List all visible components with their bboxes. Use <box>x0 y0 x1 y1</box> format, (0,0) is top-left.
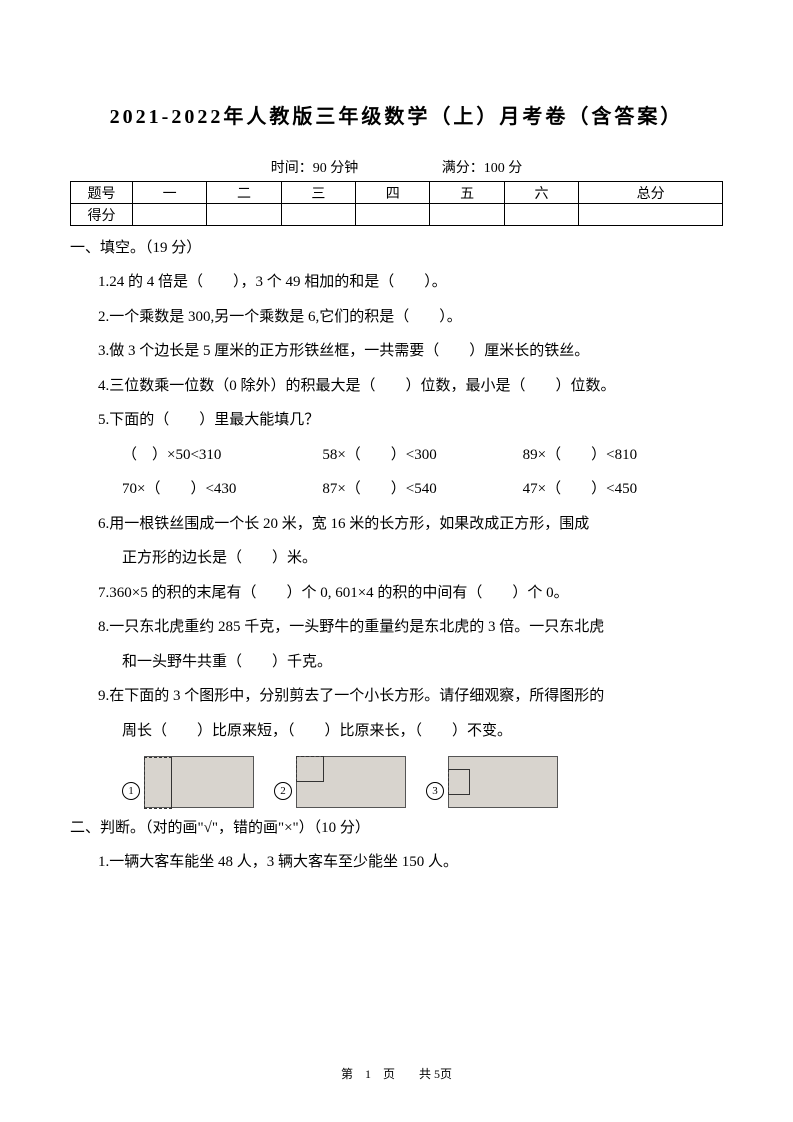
table-row: 得分 <box>71 204 723 226</box>
rect-diagram-2 <box>296 756 406 808</box>
question-5-row-a: （ ）×50<310 58×（ ）<300 89×（ ）<810 <box>122 438 723 473</box>
score-value: 100 分 <box>484 157 523 177</box>
exam-title: 2021-2022年人教版三年级数学（上）月考卷（含答案） <box>70 100 723 129</box>
q5-item: （ ）×50<310 <box>122 438 322 473</box>
th: 题号 <box>71 182 133 204</box>
td <box>579 204 723 226</box>
question-4: 4.三位数乘一位数（0 除外）的积最大是（ ）位数，最小是（ ）位数。 <box>98 369 723 404</box>
th: 四 <box>356 182 430 204</box>
score-label: 满分： <box>442 157 484 177</box>
q5-item: 47×（ ）<450 <box>523 472 723 507</box>
question-2: 2.一个乘数是 300,另一个乘数是 6,它们的积是（ ）。 <box>98 300 723 335</box>
page-footer: 第 1 页 共 5页 <box>0 1065 793 1082</box>
rect-diagram-3 <box>448 756 558 808</box>
shape-3: 3 <box>426 756 558 808</box>
th: 二 <box>207 182 281 204</box>
q5-item: 87×（ ）<540 <box>322 472 522 507</box>
time-value: 90 分钟 <box>313 157 359 177</box>
th: 三 <box>281 182 355 204</box>
question-6: 6.用一根铁丝围成一个长 20 米，宽 16 米的长方形，如果改成正方形，围成 <box>98 507 723 542</box>
shapes-row: 1 2 3 <box>122 756 723 808</box>
circle-number-3: 3 <box>426 782 444 800</box>
judge-1: 1.一辆大客车能坐 48 人，3 辆大客车至少能坐 150 人。 <box>98 845 723 880</box>
shape-2: 2 <box>274 756 406 808</box>
td <box>281 204 355 226</box>
circle-number-2: 2 <box>274 782 292 800</box>
rect-diagram-1 <box>144 756 254 808</box>
table-row: 题号 一 二 三 四 五 六 总分 <box>71 182 723 204</box>
q5-item: 58×（ ）<300 <box>322 438 522 473</box>
td <box>207 204 281 226</box>
th: 一 <box>133 182 207 204</box>
td <box>430 204 504 226</box>
question-6-cont: 正方形的边长是（ ）米。 <box>122 541 723 576</box>
shape-1: 1 <box>122 756 254 808</box>
question-1: 1.24 的 4 倍是（ ），3 个 49 相加的和是（ ）。 <box>98 265 723 300</box>
score-table: 题号 一 二 三 四 五 六 总分 得分 <box>70 181 723 226</box>
td <box>133 204 207 226</box>
question-5-row-b: 70×（ ）<430 87×（ ）<540 47×（ ）<450 <box>122 472 723 507</box>
q5-item: 89×（ ）<810 <box>523 438 723 473</box>
section-2-heading: 二、判断。（对的画"√"，错的画"×"）（10 分） <box>70 816 723 837</box>
th: 五 <box>430 182 504 204</box>
question-9: 9.在下面的 3 个图形中，分别剪去了一个小长方形。请仔细观察，所得图形的 <box>98 679 723 714</box>
td <box>356 204 430 226</box>
exam-meta: 时间：90 分钟 满分：100 分 <box>70 157 723 177</box>
td: 得分 <box>71 204 133 226</box>
section-1-heading: 一、填空。（19 分） <box>70 236 723 257</box>
question-3: 3.做 3 个边长是 5 厘米的正方形铁丝框，一共需要（ ）厘米长的铁丝。 <box>98 334 723 369</box>
circle-number-1: 1 <box>122 782 140 800</box>
time-label: 时间： <box>271 157 313 177</box>
question-9-cont: 周长（ ）比原来短，（ ）比原来长，（ ）不变。 <box>122 714 723 749</box>
th: 六 <box>504 182 578 204</box>
question-8-cont: 和一头野牛共重（ ）千克。 <box>122 645 723 680</box>
question-7: 7.360×5 的积的末尾有（ ）个 0, 601×4 的积的中间有（ ）个 0… <box>98 576 723 611</box>
th: 总分 <box>579 182 723 204</box>
question-8: 8.一只东北虎重约 285 千克，一头野牛的重量约是东北虎的 3 倍。一只东北虎 <box>98 610 723 645</box>
q5-item: 70×（ ）<430 <box>122 472 322 507</box>
question-5: 5.下面的（ ）里最大能填几？ <box>98 403 723 438</box>
td <box>504 204 578 226</box>
